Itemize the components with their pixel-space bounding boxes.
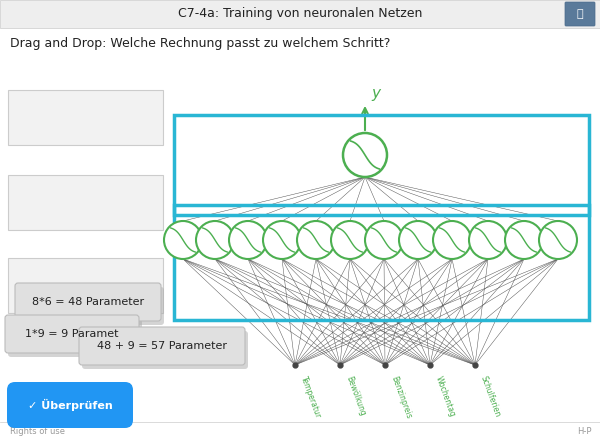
- Circle shape: [433, 221, 471, 259]
- Circle shape: [297, 221, 335, 259]
- Circle shape: [263, 221, 301, 259]
- Text: H-P: H-P: [577, 427, 592, 437]
- FancyBboxPatch shape: [565, 2, 595, 26]
- FancyBboxPatch shape: [0, 0, 600, 28]
- Text: Benzinpreis: Benzinpreis: [389, 375, 413, 420]
- Text: Drag and Drop: Welche Rechnung passt zu welchem Schritt?: Drag and Drop: Welche Rechnung passt zu …: [10, 38, 391, 50]
- FancyBboxPatch shape: [15, 283, 161, 321]
- Circle shape: [539, 221, 577, 259]
- Text: y: y: [371, 86, 380, 101]
- Text: Temperatur: Temperatur: [299, 375, 323, 419]
- Text: Wochentag: Wochentag: [434, 375, 457, 419]
- Circle shape: [331, 221, 369, 259]
- FancyBboxPatch shape: [8, 319, 142, 357]
- Text: 1*9 = 9 Paramet: 1*9 = 9 Paramet: [25, 329, 119, 339]
- Circle shape: [164, 221, 202, 259]
- FancyBboxPatch shape: [8, 258, 163, 313]
- Text: Bewölkung: Bewölkung: [344, 375, 367, 417]
- FancyBboxPatch shape: [79, 327, 245, 365]
- Circle shape: [365, 221, 403, 259]
- FancyBboxPatch shape: [82, 331, 248, 369]
- Text: Schulferien: Schulferien: [479, 375, 502, 419]
- Text: C7-4a: Training von neuronalen Netzen: C7-4a: Training von neuronalen Netzen: [178, 8, 422, 20]
- FancyBboxPatch shape: [8, 175, 163, 230]
- Circle shape: [196, 221, 234, 259]
- Circle shape: [343, 133, 387, 177]
- Circle shape: [505, 221, 543, 259]
- Circle shape: [469, 221, 507, 259]
- Circle shape: [399, 221, 437, 259]
- Text: ✓ Überprüfen: ✓ Überprüfen: [28, 399, 112, 411]
- Text: Rights of use: Rights of use: [10, 427, 65, 437]
- FancyBboxPatch shape: [5, 315, 139, 353]
- Text: ⛶: ⛶: [577, 9, 583, 19]
- FancyBboxPatch shape: [18, 287, 164, 325]
- FancyBboxPatch shape: [8, 90, 163, 145]
- Circle shape: [229, 221, 267, 259]
- Text: 8*6 = 48 Parameter: 8*6 = 48 Parameter: [32, 297, 144, 307]
- Text: 48 + 9 = 57 Parameter: 48 + 9 = 57 Parameter: [97, 341, 227, 351]
- FancyBboxPatch shape: [7, 382, 133, 428]
